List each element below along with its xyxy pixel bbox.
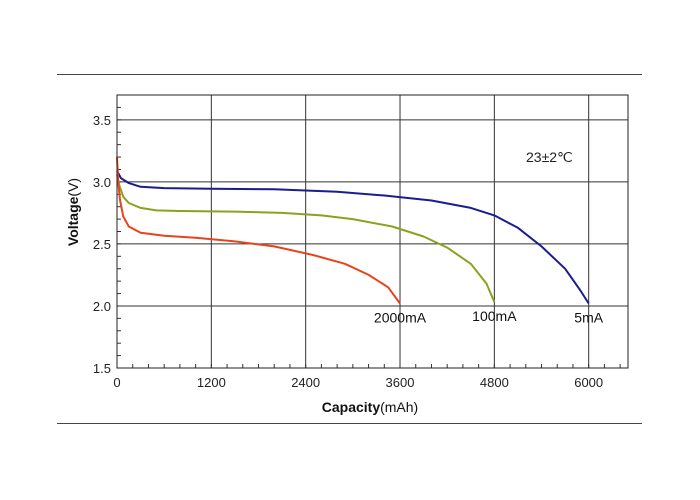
y-tick-label: 1.5 xyxy=(93,361,111,376)
grid xyxy=(117,95,628,368)
y-tick-label: 2.0 xyxy=(93,299,111,314)
plot-frame xyxy=(116,94,629,369)
minor-ticks xyxy=(117,106,621,368)
x-axis-label: Capacity(mAh) xyxy=(322,399,418,415)
annotation: 23±2℃ xyxy=(526,149,573,165)
y-tick-label: 3.5 xyxy=(93,113,111,128)
x-tick-label: 4800 xyxy=(480,375,509,390)
series-line-100mA xyxy=(116,174,496,303)
series-label-2000mA: 2000mA xyxy=(374,309,427,325)
series-label-5mA: 5mA xyxy=(574,309,603,325)
y-axis-label: Voltage(V) xyxy=(65,178,81,246)
x-tick-label: 0 xyxy=(113,375,120,390)
x-tick-label: 6000 xyxy=(574,375,603,390)
x-axis-label-unit: (mAh) xyxy=(380,399,418,415)
series-label-100mA: 100mA xyxy=(472,308,517,324)
y-tick-label: 3.0 xyxy=(93,175,111,190)
top-rule xyxy=(57,74,642,75)
y-axis-label-unit: (V) xyxy=(65,178,81,197)
y-axis-label-main: Voltage xyxy=(65,196,81,246)
series-lines xyxy=(116,156,590,305)
x-tick-labels: 0 1200 2400 3600 4800 6000 xyxy=(113,375,603,390)
series-labels: 5mA 100mA 2000mA xyxy=(374,308,604,325)
x-tick-label: 1200 xyxy=(197,375,226,390)
y-tick-labels: 1.5 2.0 2.5 3.0 3.5 xyxy=(93,113,111,376)
x-axis-label-main: Capacity xyxy=(322,399,381,415)
x-tick-label: 2400 xyxy=(291,375,320,390)
x-tick-label: 3600 xyxy=(386,375,415,390)
series-line-5mA xyxy=(116,170,590,305)
bottom-rule xyxy=(57,423,642,424)
y-tick-label: 2.5 xyxy=(93,237,111,252)
series-line-2000mA xyxy=(116,156,401,305)
